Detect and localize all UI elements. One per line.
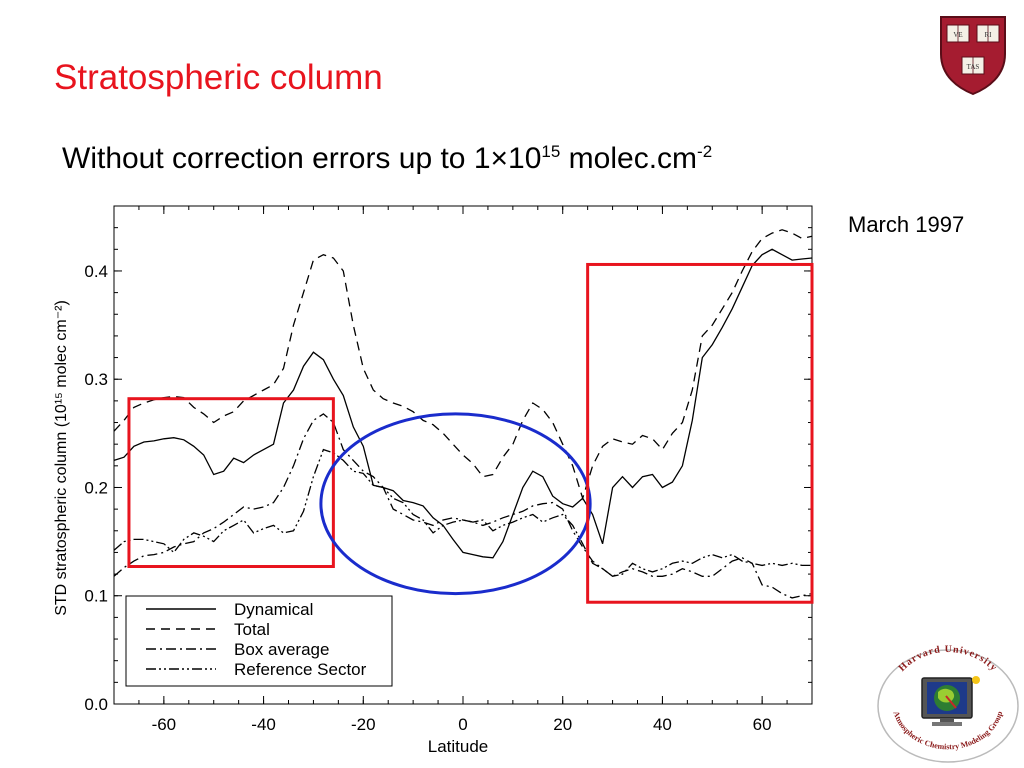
- legend-label: Total: [234, 620, 270, 639]
- x-axis-label: Latitude: [428, 737, 489, 756]
- x-tick-label: -20: [351, 715, 376, 734]
- y-tick-label: 0.2: [84, 478, 108, 497]
- shield-text-2: RI: [985, 31, 993, 39]
- series-line-reference-sector: [113, 448, 812, 577]
- subtitle-base: 10: [508, 142, 542, 175]
- acmg-logo: Harvard University Atmospheric Chemistry…: [877, 644, 1019, 763]
- subtitle-main: Without correction errors up to 1: [62, 142, 491, 175]
- slide-title: Stratospheric column: [54, 58, 383, 97]
- shield-text-1: VE: [953, 31, 962, 39]
- subtitle-exponent: 15: [541, 142, 561, 161]
- y-axis-label: STD stratospheric column (10¹⁵ molec cm⁻…: [53, 300, 70, 616]
- legend-box: [125, 595, 393, 687]
- subtitle-times: ×: [490, 142, 509, 175]
- annotation-rectangle: [127, 397, 335, 569]
- x-tick-label: 60: [753, 715, 772, 734]
- subtitle-unit: molec.cm: [560, 142, 698, 175]
- legend-label: Reference Sector: [234, 660, 367, 679]
- shield-text-3: TAS: [967, 63, 980, 71]
- subtitle-unit-exponent: -2: [697, 142, 713, 161]
- x-tick-label: 40: [653, 715, 672, 734]
- harvard-shield-logo: VE RI TAS: [940, 16, 1006, 96]
- legend-label: Dynamical: [234, 600, 313, 619]
- x-tick-label: -40: [251, 715, 276, 734]
- y-tick-label: 0.4: [84, 262, 108, 281]
- series-line-dynamical: [113, 248, 813, 559]
- x-tick-label: 20: [553, 715, 572, 734]
- series-line-box-average: [113, 413, 813, 599]
- date-label: March 1997: [848, 212, 965, 237]
- y-tick-label: 0.0: [84, 695, 108, 714]
- annotation-rectangle: [586, 262, 814, 604]
- y-tick-label: 0.1: [84, 587, 108, 606]
- x-tick-label: -60: [152, 715, 177, 734]
- x-tick-label: 0: [458, 715, 467, 734]
- series-line-total: [113, 229, 813, 501]
- slide-subtitle: Without correction errors up to 1×1015 m…: [62, 142, 712, 176]
- legend-label: Box average: [234, 640, 329, 659]
- y-tick-label: 0.3: [84, 370, 108, 389]
- annotation-ellipse: [319, 412, 592, 596]
